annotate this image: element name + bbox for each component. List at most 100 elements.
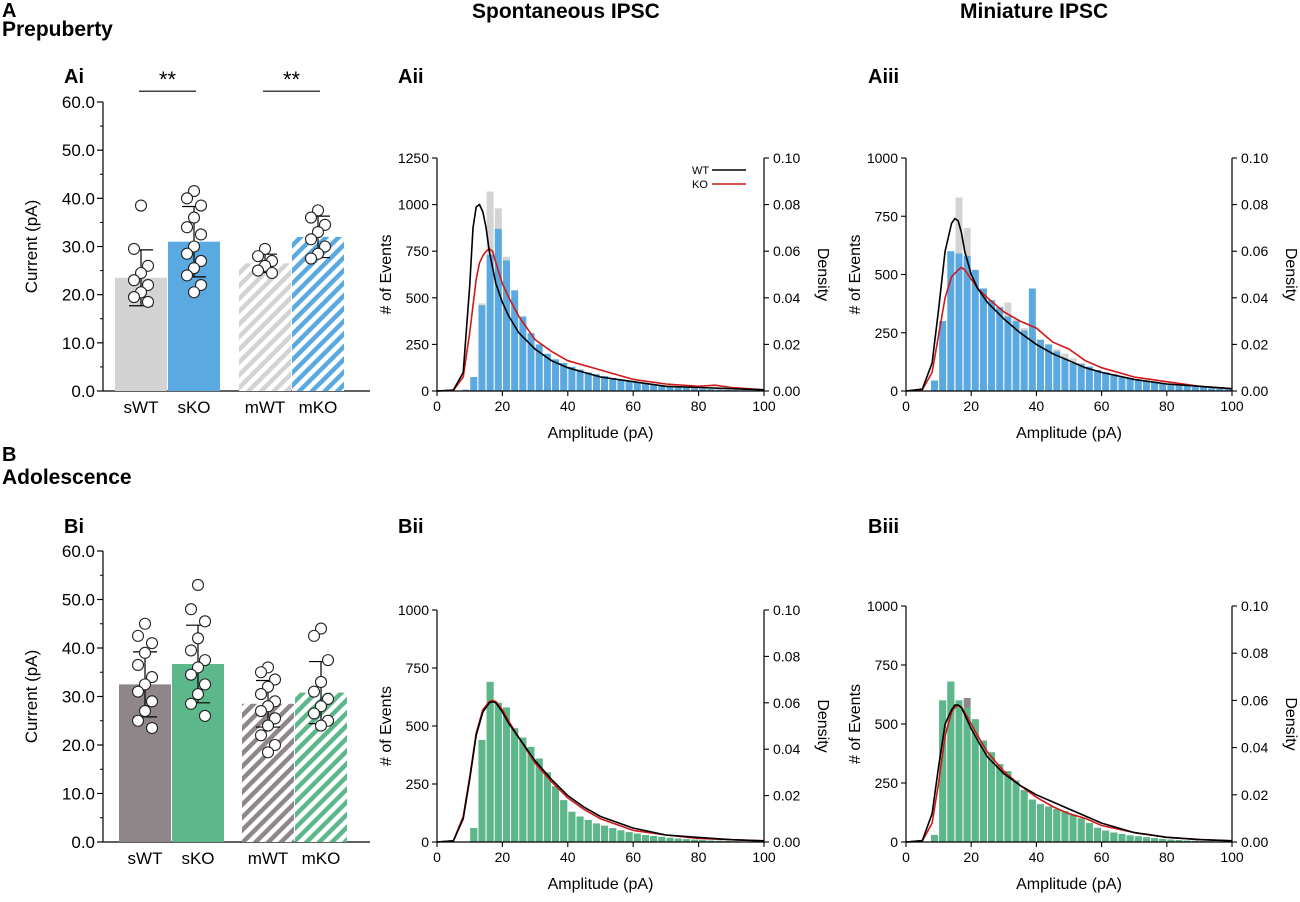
histogram-bar-ko (1061, 811, 1069, 842)
histogram-bar-ko (1037, 804, 1044, 842)
y2-tick-label: 0.04 (1241, 290, 1268, 306)
histogram-bar-ko (658, 836, 666, 842)
histogram-bar-ko (1142, 837, 1150, 842)
data-point (191, 661, 205, 674)
data-point (180, 269, 194, 282)
data-point (268, 738, 282, 752)
y2-tick-label: 0.06 (1241, 692, 1268, 708)
histogram-bar-ko (931, 380, 938, 391)
histogram-bar-ko (971, 719, 979, 842)
histogram-bar-ko (486, 681, 494, 842)
bar-mWT (239, 263, 291, 391)
histogram-bar-ko (658, 385, 666, 391)
y-tick-label: 750 (875, 208, 899, 224)
x-tick-label: mKO (299, 398, 338, 417)
histogram-bar-ko (1004, 771, 1012, 842)
y-tick-label: 750 (406, 660, 430, 676)
data-point (304, 211, 318, 224)
data-point (194, 278, 208, 292)
y2-tick-label: 0.00 (773, 383, 800, 399)
x-tick-label: sWT (128, 849, 163, 868)
data-point (307, 629, 321, 642)
x-tick-label: 40 (1029, 849, 1045, 865)
density-line-ko (436, 247, 765, 392)
y2-axis-label: Density (1282, 248, 1299, 301)
histogram-bar-ko (963, 707, 971, 842)
histogram-bar-ko (592, 374, 600, 391)
histogram-bar-ko (1175, 384, 1183, 391)
data-point (254, 729, 268, 742)
y-tick-label: 50.0 (62, 141, 95, 160)
histogram-bar-ko (939, 700, 947, 842)
bar-chart-bi: 0.0 10.0 20.0 30.0 40.0 50.0 60.0 Current (pA) s… (22, 542, 370, 868)
y2-tick-label: 0.02 (1241, 336, 1268, 352)
legend-label: KO (692, 179, 708, 191)
histogram-bar-ko (503, 260, 510, 391)
histogram-bar-ko (1077, 364, 1085, 391)
histogram-bar-ko (1053, 808, 1061, 842)
x-tick-label: 80 (1159, 849, 1175, 865)
histogram-bar-ko (979, 288, 987, 391)
data-point (131, 658, 145, 672)
x-tick-label: 20 (495, 849, 511, 865)
histogram-bar-ko (996, 764, 1004, 842)
data-point (268, 673, 282, 686)
data-point (194, 228, 208, 241)
data-point (180, 192, 194, 205)
histogram-bar-ko (568, 366, 576, 391)
histogram-bar-ko (666, 386, 674, 391)
y-tick-label: 500 (875, 716, 899, 732)
data-point (187, 240, 201, 253)
histogram-bar-ko (609, 377, 617, 391)
bar-mKO (292, 236, 344, 391)
histogram-bar-ko (1085, 823, 1093, 842)
x-axis-label: Amplitude (pA) (1016, 876, 1122, 893)
histogram-bar-ko (478, 305, 486, 391)
y-axis-label: Current (pA) (22, 200, 41, 294)
y2-tick-label: 0.00 (773, 834, 800, 850)
histogram-bar-ko (715, 389, 723, 391)
histogram-bii: 0 250 500 750 1000 0.00 0.02 0.04 0.06 0.08 0.10 0 2… (378, 602, 831, 893)
section-letter-a: A (2, 0, 17, 22)
histogram-bar-ko (699, 388, 707, 391)
data-point (187, 262, 201, 275)
x-tick-label: mKO (302, 849, 341, 868)
histogram-bar-ko (988, 752, 996, 842)
y-tick-label: 500 (406, 718, 430, 734)
histogram-bar-ko (494, 702, 502, 842)
histogram-bar-ko (1102, 830, 1110, 842)
x-tick-label: 0 (902, 849, 910, 865)
data-point (127, 242, 141, 255)
histogram-bar-ko (1028, 799, 1036, 842)
data-point (127, 291, 141, 304)
data-point (180, 221, 194, 234)
histogram-bar-ko (939, 321, 947, 391)
data-point (198, 654, 212, 667)
histogram-bar-ko (1069, 363, 1077, 391)
y2-tick-label: 0.06 (773, 695, 800, 711)
histogram-bar-ko (674, 838, 682, 842)
data-point (311, 226, 325, 239)
histogram-bar-ko (1118, 376, 1126, 391)
histogram-bar-ko (955, 700, 963, 842)
data-point (141, 259, 155, 272)
x-tick-label: 0 (902, 398, 910, 414)
data-point (254, 666, 268, 679)
x-tick-label: 100 (1220, 849, 1244, 865)
histogram-bar-ko (568, 811, 576, 842)
x-tick-label: mWT (248, 849, 289, 868)
y2-tick-label: 0.02 (773, 336, 800, 352)
histogram-bar-ko (1167, 839, 1175, 842)
histogram-bar-ko (666, 837, 674, 842)
histogram-bar-ko (1159, 382, 1167, 391)
x-tick-label: 60 (1094, 398, 1110, 414)
density-line-ko (436, 699, 765, 843)
density-line-wt (905, 704, 1233, 843)
histogram-bar-ko (1224, 389, 1232, 391)
density-line-ko (905, 704, 1233, 843)
y-tick-label: 0.0 (71, 833, 95, 852)
y-axis-label: # of Events (378, 686, 395, 766)
histogram-bar-ko (707, 389, 715, 391)
x-tick-label: sWT (124, 398, 159, 417)
